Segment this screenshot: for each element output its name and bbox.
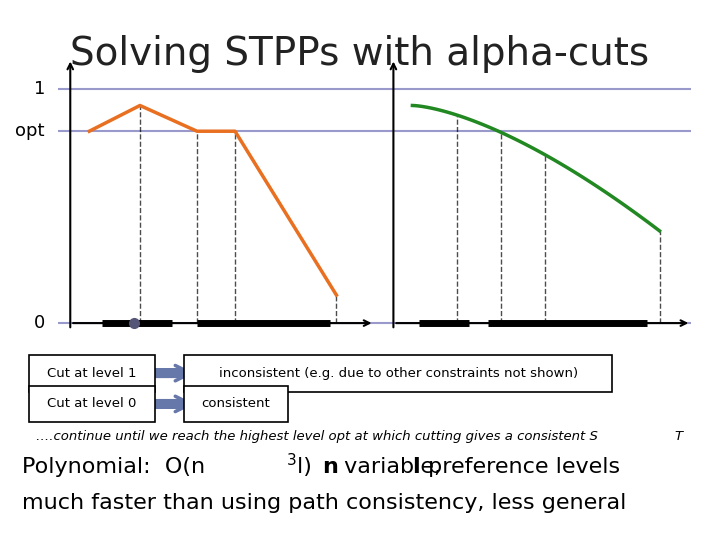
FancyBboxPatch shape [184, 355, 612, 392]
Text: preference levels: preference levels [421, 457, 621, 477]
Text: 0: 0 [34, 314, 45, 332]
Text: Solving STPPs with alpha-cuts: Solving STPPs with alpha-cuts [71, 35, 649, 73]
Text: l): l) [297, 457, 320, 477]
Text: much faster than using path consistency, less general: much faster than using path consistency,… [22, 493, 626, 514]
Text: consistent: consistent [201, 397, 270, 410]
Text: ….continue until we reach the highest level opt at which cutting gives a consist: ….continue until we reach the highest le… [36, 430, 598, 443]
Text: Polynomial:  O(n: Polynomial: O(n [22, 457, 204, 477]
FancyBboxPatch shape [29, 386, 155, 422]
FancyBboxPatch shape [184, 386, 288, 422]
Text: l: l [413, 457, 420, 477]
FancyBboxPatch shape [148, 368, 191, 378]
Text: 1: 1 [34, 80, 45, 98]
Text: Cut at level 0: Cut at level 0 [48, 397, 137, 410]
Text: opt: opt [15, 122, 45, 140]
Text: T: T [675, 430, 683, 443]
Text: 3: 3 [287, 453, 297, 468]
Text: Cut at level 1: Cut at level 1 [48, 367, 137, 380]
Text: inconsistent (e.g. due to other constraints not shown): inconsistent (e.g. due to other constrai… [219, 367, 577, 380]
Text: n: n [322, 457, 338, 477]
FancyBboxPatch shape [148, 399, 191, 409]
Text: variable,: variable, [337, 457, 448, 477]
FancyBboxPatch shape [29, 355, 155, 392]
